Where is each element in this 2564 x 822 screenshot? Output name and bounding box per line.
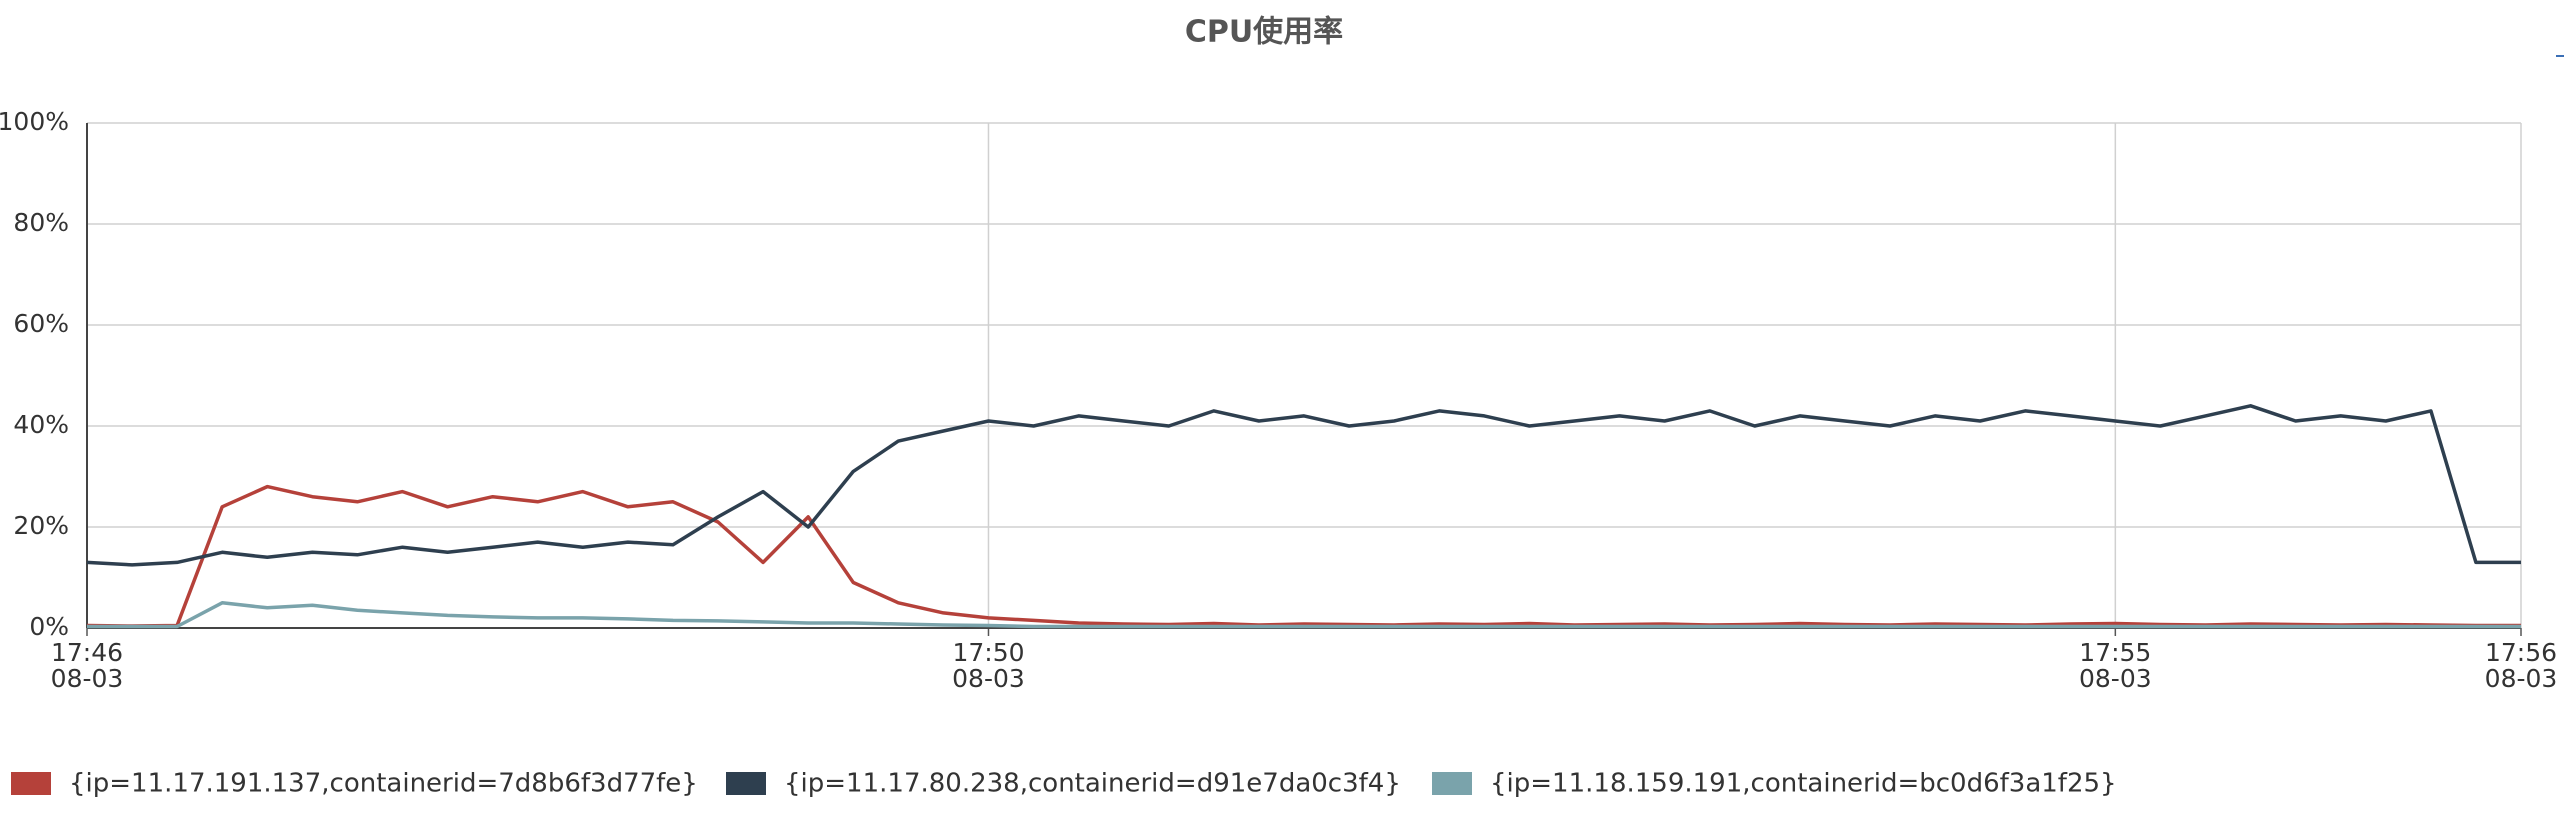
x-tick-date: 08-03 [2485, 664, 2558, 693]
legend-label: {ip=11.17.80.238,containerid=d91e7da0c3f… [784, 769, 1401, 799]
x-tick-label: 17:50 [952, 638, 1024, 667]
x-tick-label: 17:46 [51, 638, 123, 667]
legend-swatch [726, 772, 766, 795]
y-tick-label: 40% [13, 410, 69, 439]
legend-label: {ip=11.17.191.137,containerid=7d8b6f3d77… [69, 769, 698, 799]
legend-label: {ip=11.18.159.191,containerid=bc0d6f3a1f… [1490, 769, 2117, 799]
x-tick-label: 17:56 [2485, 638, 2557, 667]
x-tick-label: 17:55 [2079, 638, 2151, 667]
x-tick-date: 08-03 [2079, 664, 2152, 693]
legend-swatch [11, 772, 51, 795]
chart-title: CPU使用率 [1185, 15, 1343, 50]
series-line [86, 404, 2521, 567]
x-tick-date: 08-03 [51, 664, 124, 693]
series-line [86, 484, 2521, 628]
y-tick-label: 20% [13, 511, 69, 540]
series-line [87, 601, 2521, 629]
x-tick-date: 08-03 [952, 664, 1025, 693]
y-tick-label: 0% [29, 612, 69, 641]
legend-swatch [1432, 772, 1472, 795]
y-tick-label: 60% [13, 309, 69, 338]
y-tick-label: 80% [13, 208, 69, 237]
y-tick-label: 100% [0, 107, 69, 136]
